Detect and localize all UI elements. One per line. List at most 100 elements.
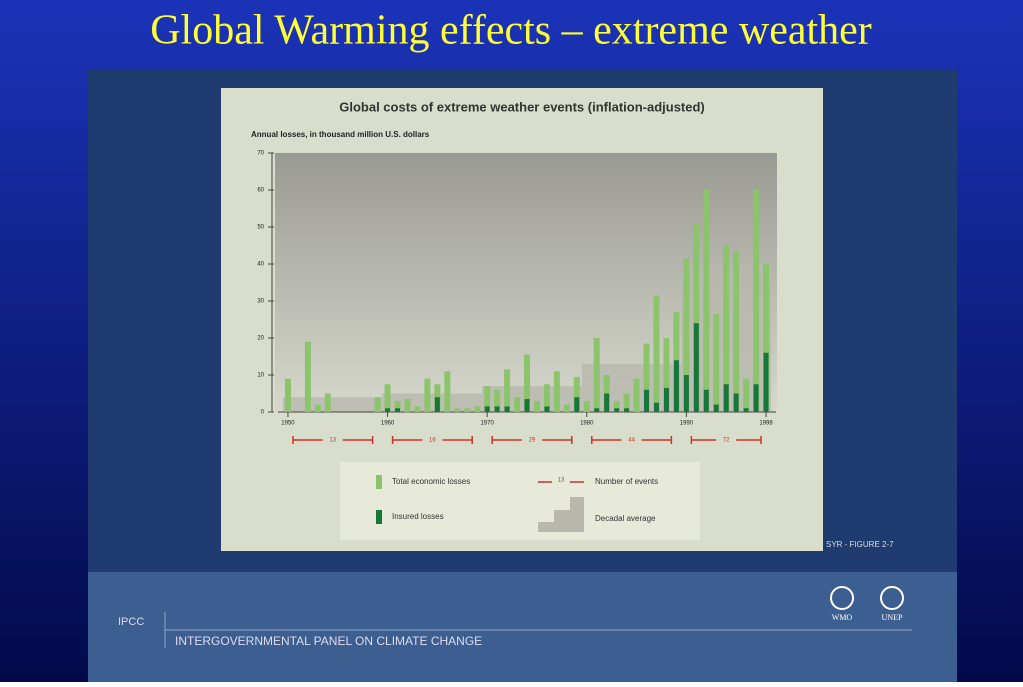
x-tick-label: 1990 [680,421,694,427]
bar [395,408,401,412]
bar [304,341,311,412]
x-tick-label: 1960 [381,421,395,427]
decadal-average [282,397,383,412]
footer-band [88,572,957,682]
bar [324,393,331,412]
bar [663,387,669,412]
bar [484,406,490,412]
legend-label: Decadal average [595,514,656,523]
bar [723,384,729,412]
y-tick-label: 0 [261,410,265,416]
bar [524,354,530,412]
bar [474,406,481,412]
bar [713,313,720,412]
bar [284,378,291,412]
figure-label: SYR - FIGURE 2-7 [826,540,894,549]
bar [683,258,690,412]
bar [543,384,550,412]
bar [484,386,491,412]
bar [404,399,411,412]
legend-label: Number of events [595,477,658,486]
bar [444,371,451,412]
bar [384,384,391,412]
event-count: 16 [429,438,436,444]
bar [434,397,440,412]
bar [753,384,759,412]
bar [544,406,550,412]
x-tick-label: 1998 [759,421,773,427]
bar [494,406,500,412]
bar [594,408,600,412]
event-count: 13 [329,438,336,444]
bar [573,376,580,412]
bar [683,375,689,412]
bar [733,251,740,412]
legend-label: Total economic losses [392,477,470,486]
bar [613,400,620,412]
bar [514,397,521,412]
bar [663,338,670,412]
bar [653,402,659,412]
bar [394,400,401,412]
event-count: 72 [723,438,730,444]
logo-label: WMO [832,613,853,622]
bar [643,343,650,412]
bar [673,360,679,412]
bar [713,404,719,412]
y-tick-label: 60 [257,188,264,194]
bar [743,378,750,412]
chart-title: Global costs of extreme weather events (… [339,99,705,114]
y-tick-label: 20 [257,336,264,342]
bar [424,378,431,412]
y-tick-label: 50 [257,225,264,231]
bar [733,393,739,412]
bar [414,406,421,412]
bar [623,393,630,412]
bar [533,400,540,412]
logo-label: UNEP [882,613,903,622]
org-long: INTERGOVERNMENTAL PANEL ON CLIMATE CHANG… [175,634,482,648]
legend-swatch [538,497,584,532]
unep-logo [880,586,904,610]
bar [723,245,730,412]
bar [314,404,321,412]
bar [553,371,560,412]
slide-title: Global Warming effects – extreme weather [150,8,872,54]
bar [454,408,461,412]
x-tick-label: 1970 [480,421,494,427]
event-count: 44 [628,438,635,444]
bar [633,378,640,412]
x-tick-label: 1980 [580,421,594,427]
bar [763,352,769,412]
y-tick-label: 10 [257,373,264,379]
y-tick-label: 30 [257,299,264,305]
bar [763,264,770,412]
y-tick-label: 70 [257,151,264,157]
y-axis-label: Annual losses, in thousand million U.S. … [251,130,430,139]
bar [504,369,511,412]
x-tick-label: 1950 [281,421,295,427]
bar [464,408,471,412]
bar [563,404,570,412]
legend-swatch [376,510,382,524]
bar [703,389,709,412]
bar [593,338,600,412]
bar [653,295,660,412]
bar [574,397,580,412]
legend-label: Insured losses [392,512,444,521]
wmo-logo [830,586,854,610]
bar [753,190,760,412]
legend-sample: 13 [558,478,565,484]
legend-box [340,462,700,540]
bar [374,397,381,412]
bar [385,408,391,412]
bar [743,408,749,412]
event-count: 29 [529,438,536,444]
bar [524,399,530,412]
bar [583,400,590,412]
bar [624,408,630,412]
bar [614,408,620,412]
bar [693,323,699,412]
org-short: IPCC [118,616,144,628]
